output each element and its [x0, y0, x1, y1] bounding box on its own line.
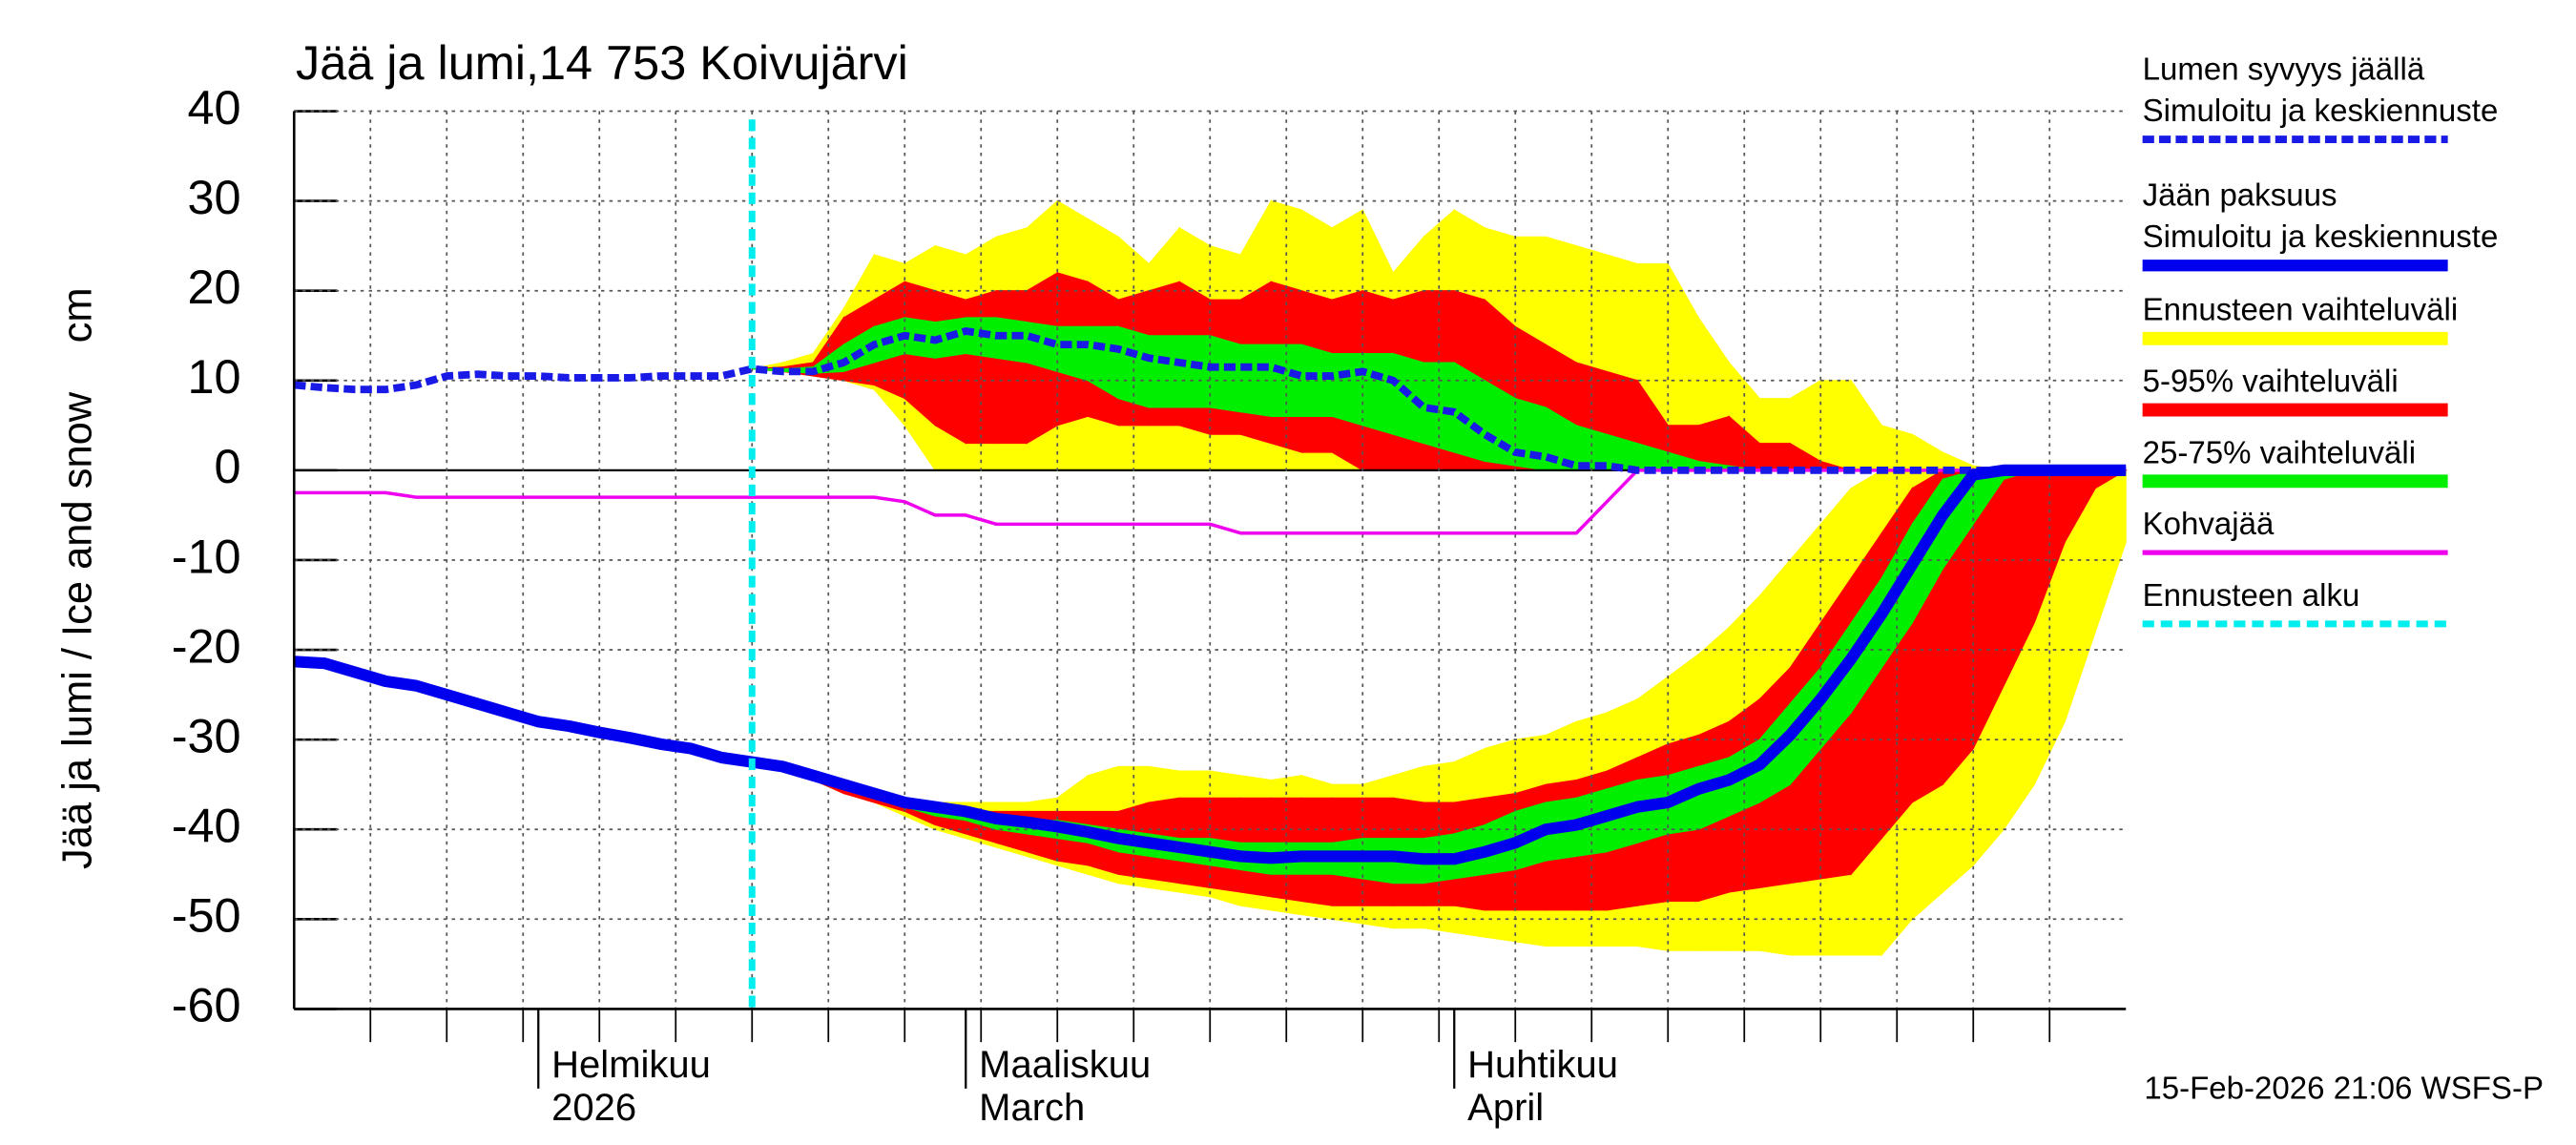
y-tick-label: -40 [172, 799, 241, 853]
range-band [995, 290, 1028, 445]
y-tick-label: 0 [215, 439, 241, 493]
range-band [995, 317, 1028, 364]
y-tick-label: -60 [172, 978, 241, 1032]
legend-label: Simuloitu ja keskiennuste [2143, 219, 2499, 255]
range-band [1819, 380, 1852, 471]
range-band [1361, 353, 1394, 435]
range-band [1178, 335, 1211, 408]
range-band [1148, 335, 1180, 408]
y-tick-label: 40 [188, 80, 241, 135]
series-line [293, 327, 2127, 474]
range-band [1453, 362, 1485, 463]
legend-label: 5-95% vaihteluväli [2143, 364, 2399, 399]
series-line [293, 464, 2127, 865]
legend-label: Simuloitu ja keskiennuste [2143, 94, 2499, 129]
legend-label: Jään paksuus [2143, 178, 2337, 214]
x-tick-label: March [979, 1087, 1085, 1129]
y-axis-label: Jää ja lumi / Ice and snow [54, 391, 100, 869]
x-tick-label: Helmikuu [551, 1044, 711, 1086]
y-axis-unit: cm [54, 287, 100, 343]
legend-label: 25-75% vaihteluväli [2143, 435, 2416, 470]
legend-label: Kohvajää [2143, 507, 2275, 542]
range-band [1209, 335, 1241, 413]
range-band [1056, 325, 1089, 382]
legend-label: Lumen syvyys jäällä [2143, 52, 2425, 88]
x-tick-label: Huhtikuu [1467, 1044, 1618, 1086]
y-tick-label: 30 [188, 170, 241, 224]
range-band [934, 289, 966, 445]
y-tick-label: -30 [172, 708, 241, 762]
y-tick-label: -50 [172, 888, 241, 943]
range-band [1758, 443, 1791, 471]
range-band [1514, 397, 1547, 471]
chart-title: Jää ja lumi,14 753 Koivujärvi [296, 35, 908, 90]
legend-label: Ennusteen alku [2143, 578, 2360, 614]
legend-label: Ennusteen vaihteluväli [2143, 293, 2459, 328]
y-tick-label: -20 [172, 618, 241, 673]
y-tick-label: 20 [188, 260, 241, 314]
y-tick-label: -10 [172, 529, 241, 583]
y-tick-label: 10 [188, 349, 241, 404]
x-tick-label: Maaliskuu [979, 1044, 1151, 1086]
footer: 15-Feb-2026 21:06 WSFS-P [2144, 1071, 2544, 1106]
x-tick-label: April [1467, 1087, 1544, 1129]
range-band [1331, 353, 1363, 427]
x-tick-label: 2026 [551, 1087, 636, 1129]
